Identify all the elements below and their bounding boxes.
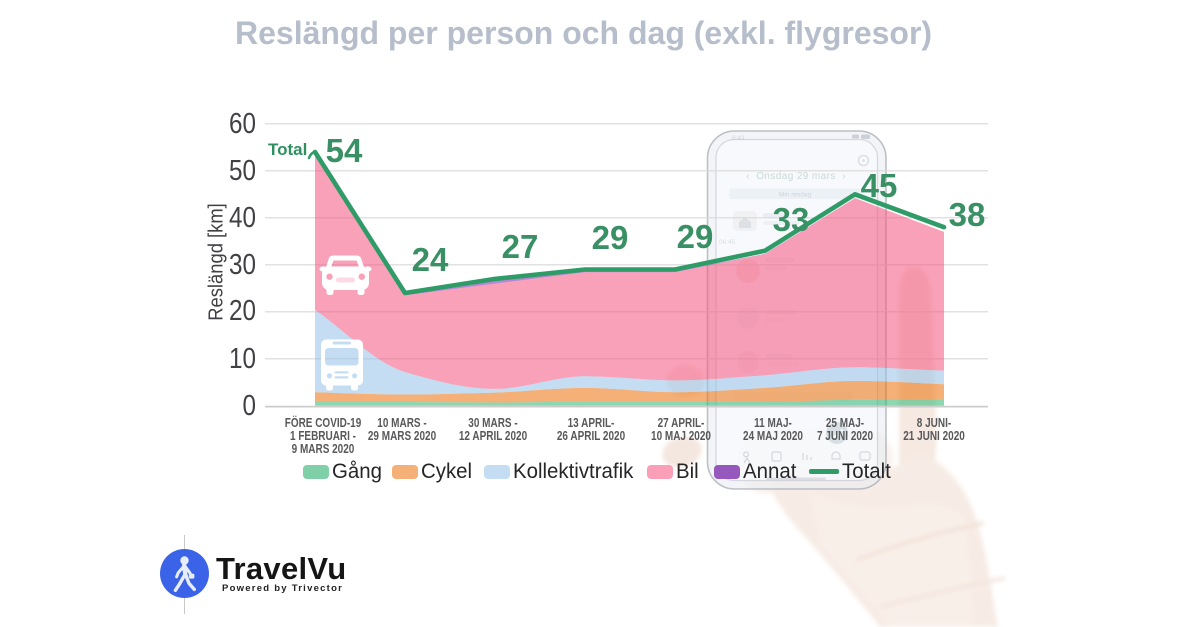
svg-text:Min resdag: Min resdag: [779, 192, 812, 199]
svg-text:‹ Onsdag 29 mars ›: ‹ Onsdag 29 mars ›: [746, 171, 846, 182]
svg-text:06:45: 06:45: [719, 239, 736, 246]
svg-text:8:43: 8:43: [732, 135, 745, 142]
